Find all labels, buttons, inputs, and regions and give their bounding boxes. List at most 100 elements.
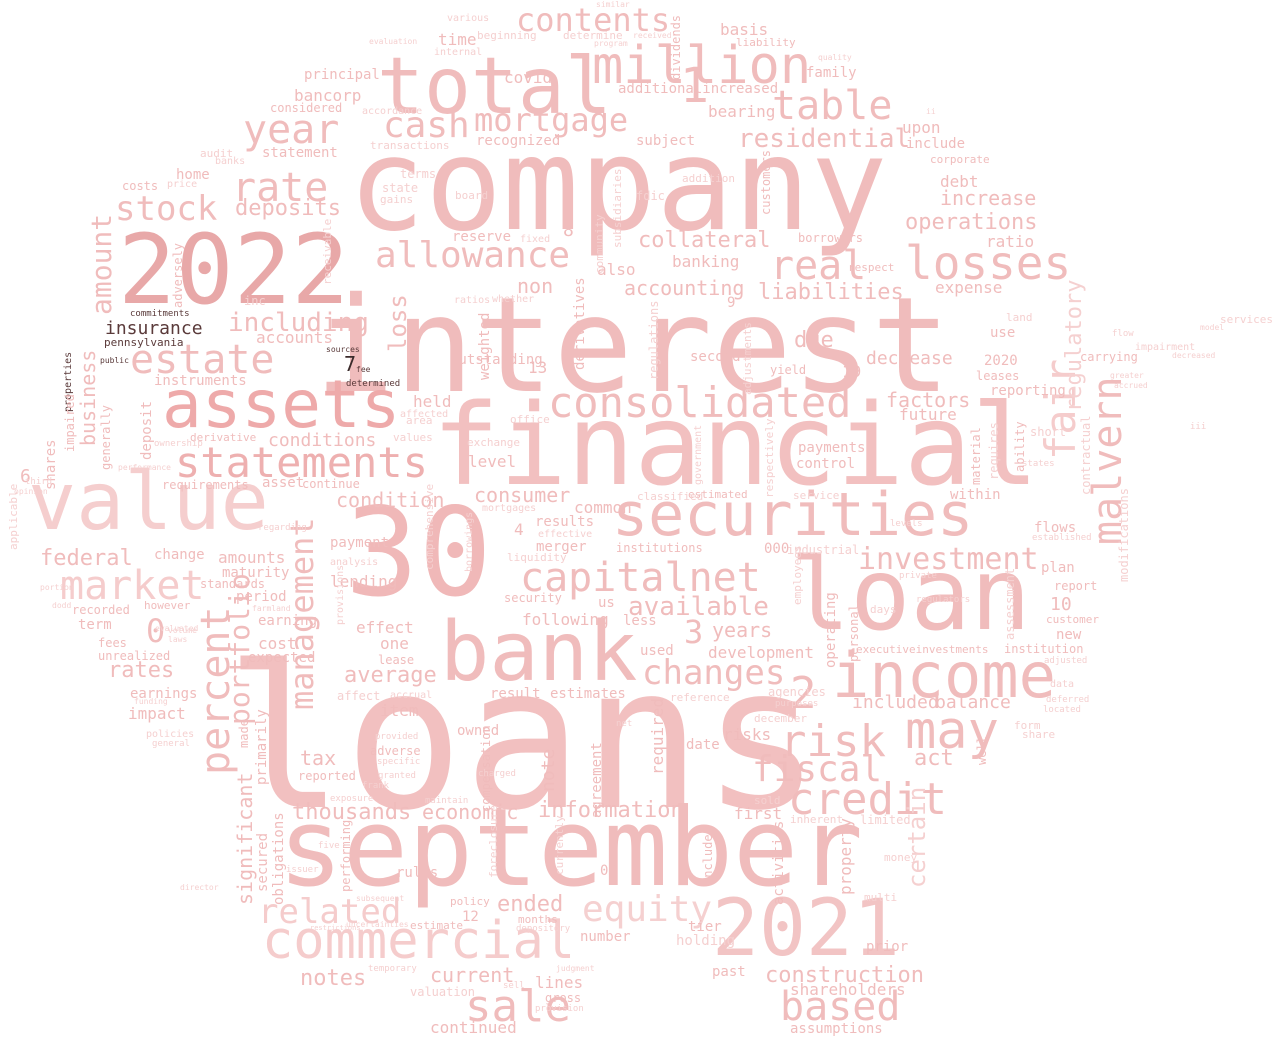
word-equity: equity	[582, 889, 713, 930]
word-leases: leases	[976, 369, 1020, 383]
word-7: 7	[344, 352, 357, 376]
word-market: market	[60, 563, 205, 609]
word-analysis: analysis	[330, 557, 379, 568]
word-consumer: consumer	[474, 483, 571, 507]
word-banks: banks	[215, 156, 246, 167]
word-months: months	[518, 913, 558, 926]
word-services: services	[1220, 313, 1273, 326]
word-classified: classified	[637, 490, 704, 503]
word-family: family	[806, 65, 857, 81]
word-upon: upon	[902, 118, 941, 137]
word-note: note	[538, 748, 559, 792]
word-form: form	[1014, 719, 1041, 732]
word-merger: merger	[536, 539, 587, 555]
word-decreased: decreased	[1172, 351, 1216, 360]
word-institution: institution	[1004, 642, 1084, 656]
word-instruments: instruments	[154, 373, 247, 389]
word-gross: gross	[545, 991, 582, 1005]
word-also: also	[597, 260, 636, 279]
word-carrying: carrying	[1080, 350, 1138, 364]
word-depository: depository	[516, 924, 571, 934]
word-cash: cash	[383, 105, 470, 146]
word-september: september	[278, 786, 864, 911]
word-evaluation: evaluation	[369, 37, 418, 46]
word-customer: customer	[1046, 613, 1099, 626]
word-loan: loan	[790, 536, 1031, 653]
word-purposes: purposes	[775, 699, 819, 709]
word-adjustments: adjustments	[741, 322, 754, 395]
word-report: report	[1054, 579, 1098, 593]
word-fixed: fixed	[520, 234, 551, 245]
word-commitments: commitments	[130, 309, 190, 319]
word-amounts: amounts	[218, 548, 286, 567]
word-assets: assets	[162, 366, 401, 443]
word-general: general	[152, 739, 190, 749]
word-lease: lease	[378, 653, 415, 667]
word-levels: levels	[890, 519, 923, 529]
word-addition: addition	[682, 172, 735, 185]
word-sale: sale	[465, 981, 571, 1032]
word-government: government	[693, 424, 704, 485]
word-past: past	[712, 964, 746, 980]
word-borrowers: borrowers	[798, 231, 864, 245]
word-standards: standards	[200, 577, 266, 591]
word-area: area	[406, 414, 433, 427]
word-land: land	[1006, 311, 1033, 324]
word-fees: fees	[98, 636, 127, 650]
word-certain: certain	[903, 786, 931, 888]
word-security: security	[504, 591, 562, 605]
word-rules: rules	[396, 865, 439, 881]
word-following: following	[522, 610, 609, 629]
word-liquidity: liquidity	[507, 551, 567, 564]
word-lines: lines	[535, 973, 584, 992]
word-comprehensive: comprehensive	[423, 483, 436, 570]
word-less: less	[623, 613, 657, 629]
word-00: 00	[600, 863, 617, 879]
word-common: common	[574, 498, 632, 517]
word-estimates: estimates	[550, 686, 626, 702]
word-cost: cost	[258, 634, 297, 653]
word-lending: lending	[330, 572, 398, 591]
word-reporting: reporting	[990, 383, 1066, 399]
word-interest: interest	[315, 269, 951, 423]
word-provisions: provisions	[335, 564, 346, 625]
word-development: development	[708, 643, 814, 662]
word-assumptions: assumptions	[790, 1021, 883, 1037]
word-included: included	[852, 692, 939, 713]
word-fee: fee	[356, 365, 371, 374]
word-residential: residential	[738, 124, 911, 154]
word-12: 12	[462, 909, 479, 925]
word-weighted: weighted	[477, 312, 493, 380]
word-owned: owned	[457, 723, 500, 739]
word-five: five	[318, 841, 340, 851]
word-received: received	[633, 31, 672, 40]
word-payment: payment	[330, 535, 390, 551]
word-home: home	[176, 167, 210, 183]
word-6: 6	[20, 466, 31, 487]
word-subsequent: subsequent	[356, 894, 405, 903]
word-2021: 2021	[712, 884, 900, 974]
word-operating: operating	[823, 592, 839, 668]
word-future: future	[899, 405, 957, 424]
word-industrial: industrial	[787, 543, 860, 557]
word-fiscal: fiscal	[752, 749, 883, 790]
word-audit: audit	[200, 147, 234, 160]
word-income: income	[832, 639, 1056, 712]
word-year: year	[243, 107, 340, 153]
word-public: public	[100, 356, 129, 365]
word-accrual: accrual	[390, 690, 433, 701]
word-information: information	[538, 798, 684, 823]
word-valuation: valuation	[410, 985, 476, 999]
word-policy: policy	[450, 895, 490, 908]
word-community: community	[593, 214, 606, 274]
word-regulations: regulations	[647, 300, 661, 380]
word-granted: granted	[378, 771, 416, 781]
word-million: million	[592, 36, 812, 96]
word-requirements: requirements	[162, 478, 249, 492]
word-effective: effective	[538, 529, 593, 540]
word-material: material	[969, 427, 983, 485]
word-executiveinvestments: executiveinvestments	[856, 643, 989, 656]
word-pennsylvania: pennsylvania	[104, 336, 184, 349]
word-provision: provision	[535, 1004, 584, 1014]
